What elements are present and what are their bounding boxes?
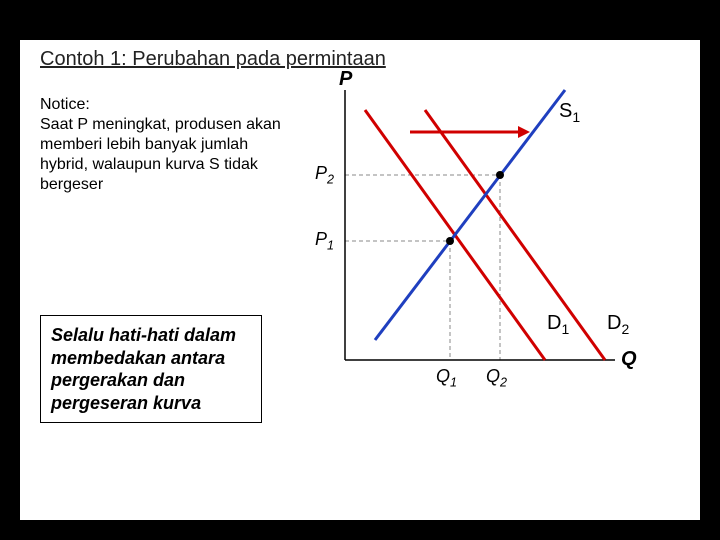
- eq1-dot: [446, 237, 454, 245]
- slide-title: Contoh 1: Perubahan pada permintaan: [40, 48, 386, 71]
- notice-text: Notice: Saat P meningkat, produsen akan …: [40, 95, 290, 195]
- careful-box: Selalu hati-hati dalam membedakan antara…: [40, 315, 262, 423]
- demand-2-line: [425, 110, 605, 360]
- p2-label: P2: [315, 163, 334, 187]
- q1-label: Q1: [436, 366, 457, 390]
- demand2-label: D2: [607, 312, 629, 337]
- supply-label: S1: [559, 100, 580, 125]
- chart-svg: [315, 80, 655, 390]
- q2-label: Q2: [486, 366, 507, 390]
- notice-heading: Notice:: [40, 96, 90, 113]
- supply-line: [375, 90, 565, 340]
- eq2-dot: [496, 171, 504, 179]
- x-axis-label: Q: [621, 348, 637, 371]
- p1-label: P1: [315, 229, 334, 253]
- demand1-label: D1: [547, 312, 569, 337]
- y-axis-label: P: [339, 68, 352, 91]
- supply-demand-chart: P Q P2 P1 Q1 Q2 S1 D1 D2: [315, 80, 655, 390]
- notice-body: Saat P meningkat, produsen akan memberi …: [40, 116, 281, 193]
- slide: Contoh 1: Perubahan pada permintaan Noti…: [20, 40, 700, 520]
